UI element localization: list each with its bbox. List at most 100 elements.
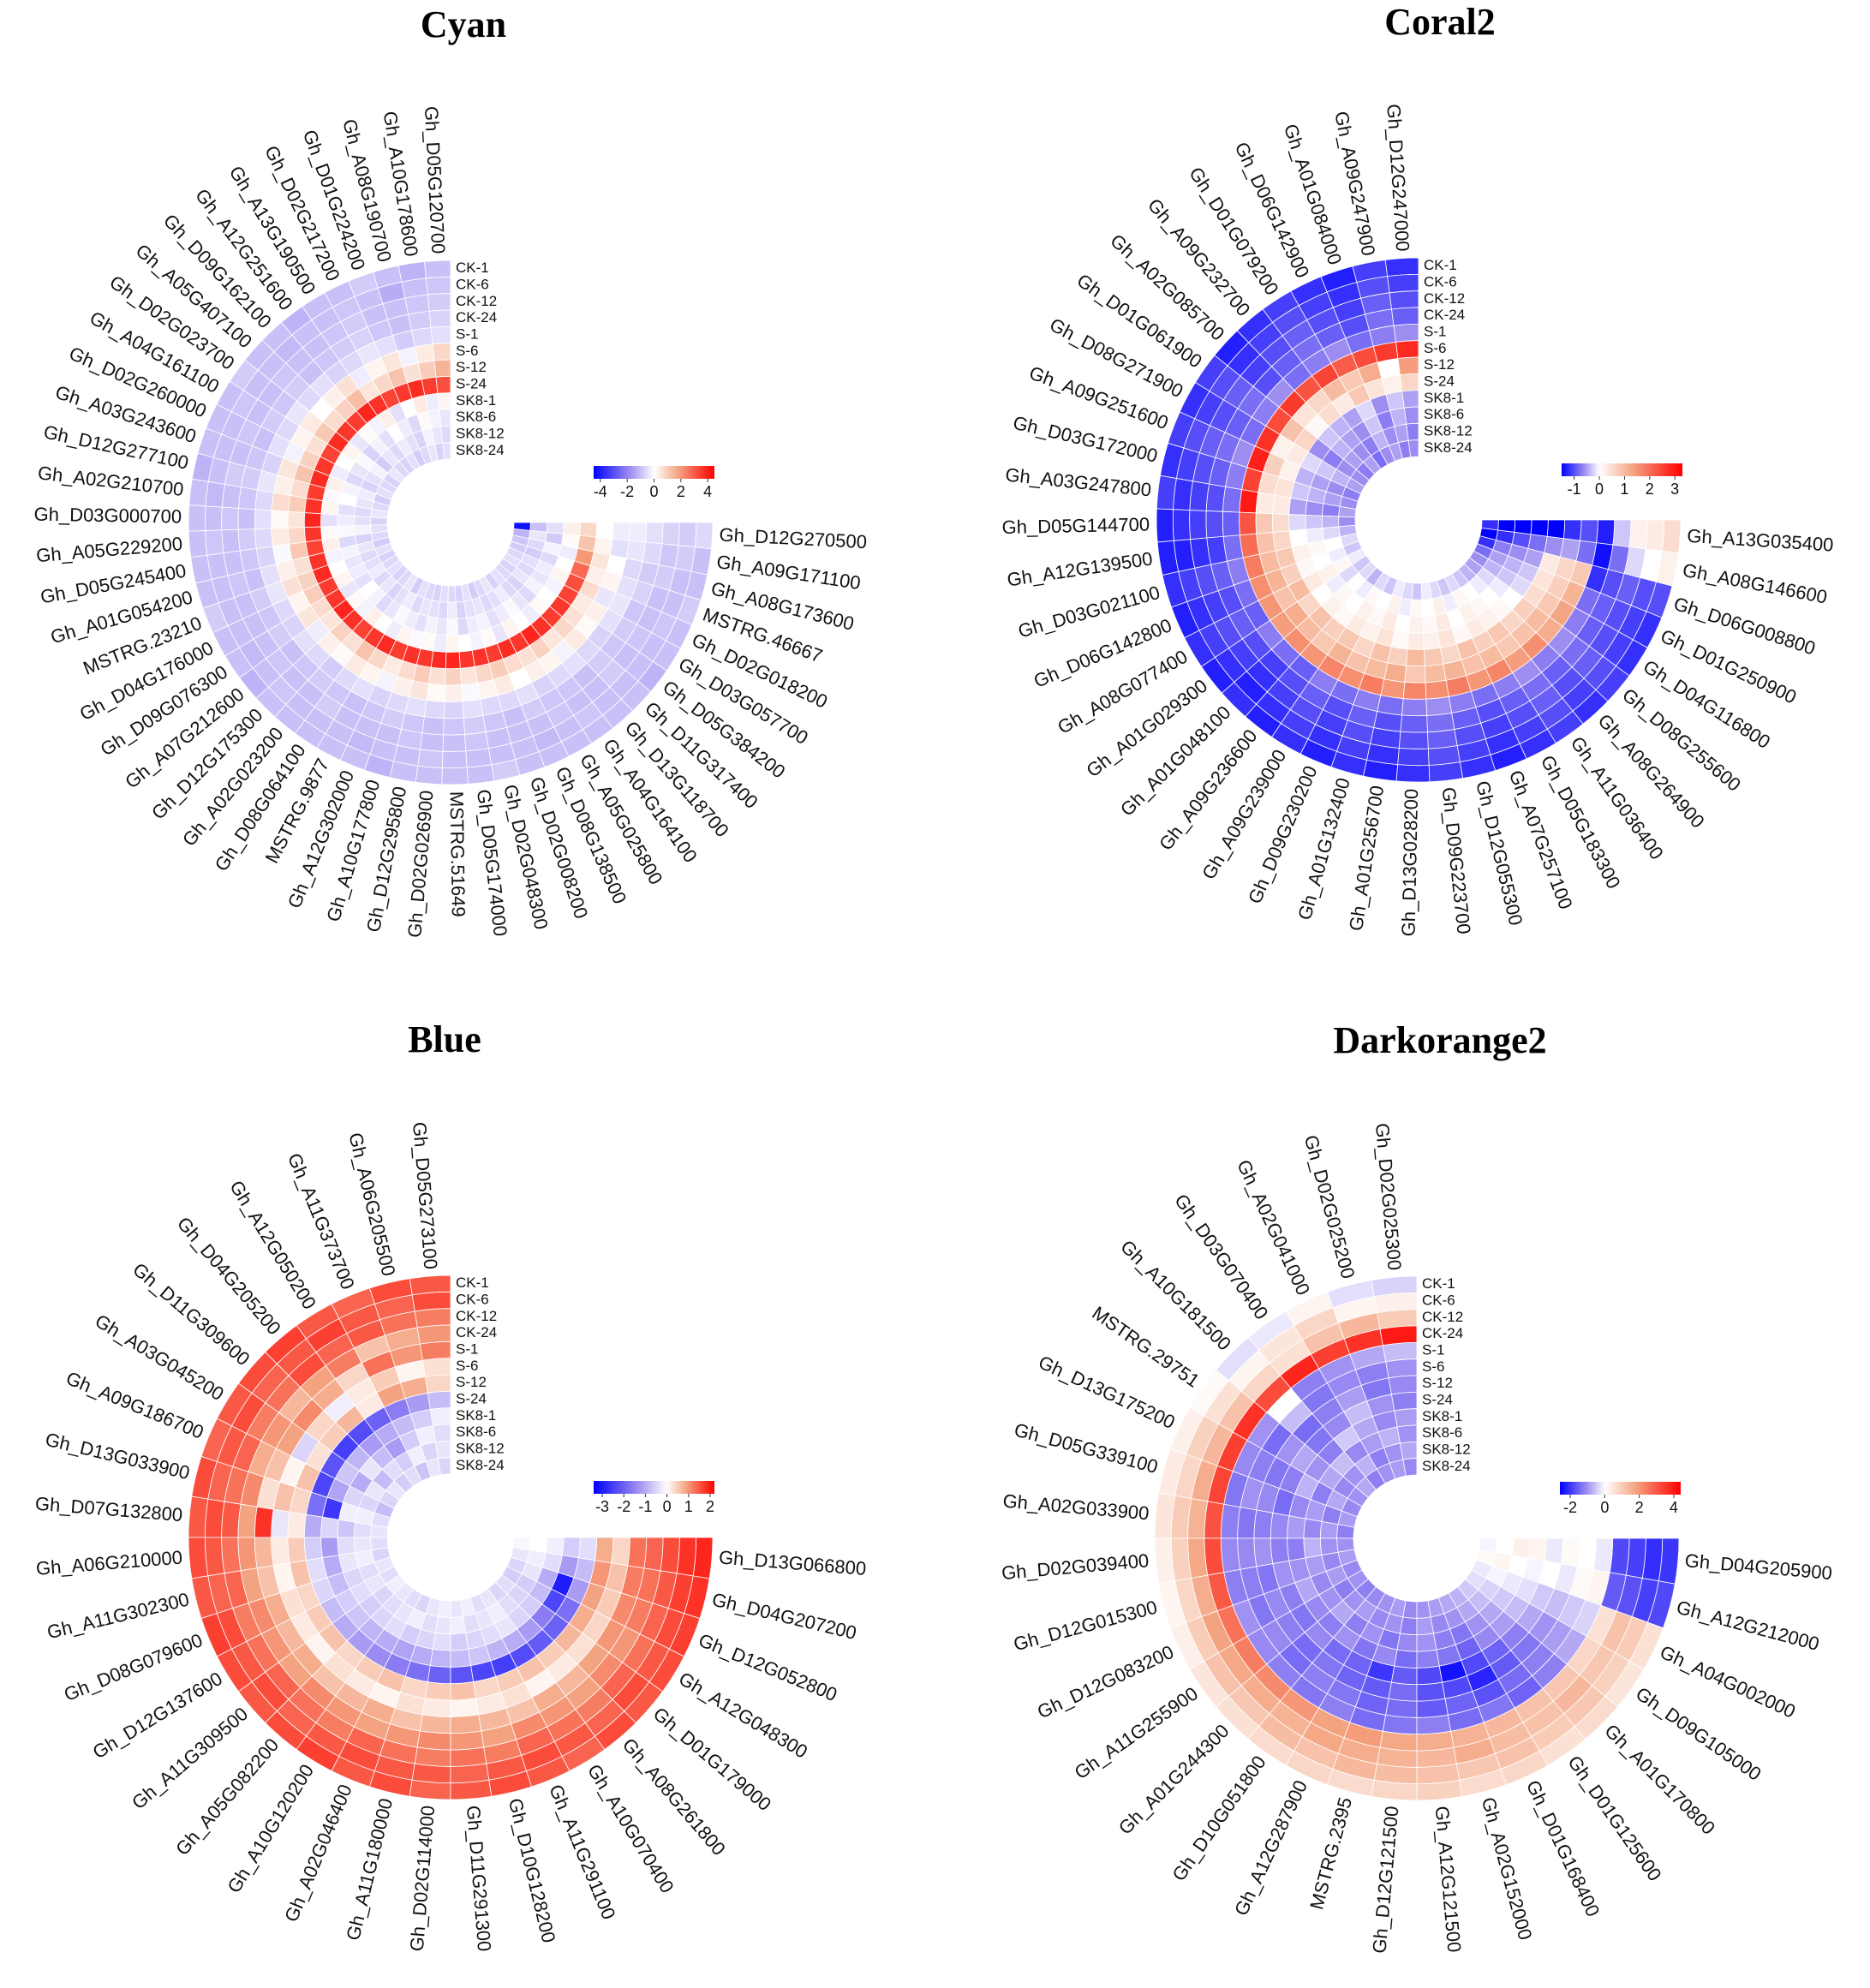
track-label: S-24 (1424, 373, 1455, 389)
heatmap-cell (254, 489, 275, 511)
track-label: CK-24 (1424, 307, 1465, 323)
heatmap-cell (433, 359, 451, 378)
track-label: S-24 (1422, 1391, 1453, 1407)
gene-label: MSTRG.51649 (445, 791, 469, 917)
heatmap-cell (303, 1513, 323, 1538)
heatmap-cell (1391, 307, 1419, 326)
heatmap-cell (1303, 1518, 1323, 1539)
gene-label: Gh_A02G152000 (1478, 1795, 1536, 1943)
heatmap-cell (254, 1537, 274, 1569)
track-label: CK-12 (1422, 1309, 1463, 1325)
track-label: S-1 (456, 1340, 478, 1357)
chart-title: Cyan (421, 3, 506, 45)
heatmap-cell (427, 1665, 451, 1685)
heatmap-cell (287, 1511, 307, 1538)
heatmap-cell (1416, 1649, 1440, 1669)
heatmap-cell (1385, 1698, 1418, 1718)
heatmap-cell (445, 635, 460, 653)
gene-label: Gh_D02G026900 (403, 790, 437, 939)
heatmap-cell (429, 1407, 451, 1427)
heatmap-cell (204, 505, 223, 531)
gene-label: Gh_A03G247800 (1004, 463, 1152, 500)
heatmap-cell (1390, 1391, 1418, 1412)
heatmap-cell (424, 1681, 451, 1701)
gene-label: Gh_D09G223700 (1438, 786, 1475, 935)
track-label: SK8-1 (456, 392, 496, 409)
heatmap-cell (442, 750, 468, 769)
heatmap-cell (1411, 582, 1423, 600)
heatmap-cell (1222, 486, 1243, 513)
track-label: CK-24 (1422, 1325, 1463, 1341)
heatmap-cell (1396, 1424, 1418, 1444)
heatmap-cell (529, 1537, 548, 1554)
gene-label: Gh_A12G212000 (1675, 1597, 1822, 1655)
color-legend-tick-label: 2 (677, 483, 685, 500)
heatmap-cell (287, 510, 306, 528)
heatmap-cell (1237, 1507, 1258, 1539)
heatmap-cell (579, 522, 598, 538)
gene-label: Gh_A12G121500 (1431, 1806, 1466, 1954)
heatmap-cell (1661, 519, 1682, 554)
heatmap-cell (561, 1537, 581, 1559)
gene-label: Gh_A12G139500 (1006, 547, 1154, 590)
heatmap-cell (1406, 648, 1425, 667)
heatmap-cell (1156, 508, 1174, 543)
color-legend-tick-label: 0 (649, 483, 658, 500)
color-legend-tick-label: -2 (617, 1498, 630, 1515)
heatmap-cell (1305, 500, 1324, 516)
heatmap-cell (320, 1537, 340, 1559)
heatmap-cell (1576, 1537, 1597, 1570)
heatmap-cell (416, 1730, 451, 1751)
heatmap-cell (1394, 1408, 1418, 1428)
heatmap-cell (1410, 599, 1424, 618)
color-legend-tick-label: 1 (684, 1498, 693, 1515)
heatmap-cell (415, 765, 443, 785)
heatmap-cell (463, 715, 487, 735)
heatmap-cell (1395, 340, 1419, 359)
color-legend-bar (1562, 463, 1682, 476)
heatmap-cell (1321, 515, 1340, 528)
color-legend-tick-label: 2 (706, 1498, 714, 1515)
heatmap-cell (238, 487, 258, 510)
gene-label: Gh_D04G205900 (1684, 1549, 1833, 1584)
track-label: SK8-1 (1422, 1408, 1462, 1424)
heatmap-cell (464, 731, 489, 752)
heatmap-cell (1393, 323, 1419, 343)
heatmap-cell (1303, 1537, 1323, 1559)
track-label: CK-1 (1424, 257, 1457, 273)
heatmap-cell (434, 1615, 451, 1635)
gene-label: Gh_D13G028200 (1397, 789, 1422, 937)
heatmap-cell (417, 749, 444, 768)
gene-label: Gh_D02G114000 (406, 1805, 439, 1952)
gene-label: MSTRG.2395 (1305, 1795, 1356, 1912)
heatmap-cell (320, 1516, 340, 1538)
track-label: CK-1 (456, 260, 489, 276)
heatmap-cell (450, 1665, 475, 1685)
heatmap-cell (304, 526, 323, 543)
heatmap-cell (221, 528, 241, 554)
track-label: S-12 (456, 1374, 487, 1390)
track-label: SK8-24 (1424, 439, 1473, 456)
heatmap-cell (1596, 519, 1616, 546)
gene-label: Gh_D04G207200 (710, 1589, 859, 1645)
heatmap-cell (694, 522, 714, 550)
heatmap-cell (435, 375, 451, 394)
chart-title: Darkorange2 (1333, 1019, 1546, 1061)
color-legend-bar (594, 1481, 714, 1494)
heatmap-cell (678, 522, 697, 548)
gene-label: Gh_A02G033900 (1002, 1490, 1150, 1525)
heatmap-cell (1319, 1520, 1339, 1539)
color-legend-tick-label: -1 (1568, 481, 1581, 498)
heatmap-cells (188, 1275, 714, 1800)
heatmap-cell (1271, 513, 1290, 533)
heatmap-cell (237, 1503, 258, 1538)
heatmap-cell (1426, 712, 1455, 733)
gene-label: Gh_D12G270500 (719, 524, 868, 553)
heatmap-cell (271, 1537, 290, 1567)
heatmap-cell (271, 1508, 290, 1538)
heatmap-cell (609, 538, 630, 559)
track-label: CK-12 (456, 1308, 497, 1324)
heatmap-cell (643, 1537, 664, 1572)
heatmap-cell (1402, 1600, 1418, 1619)
